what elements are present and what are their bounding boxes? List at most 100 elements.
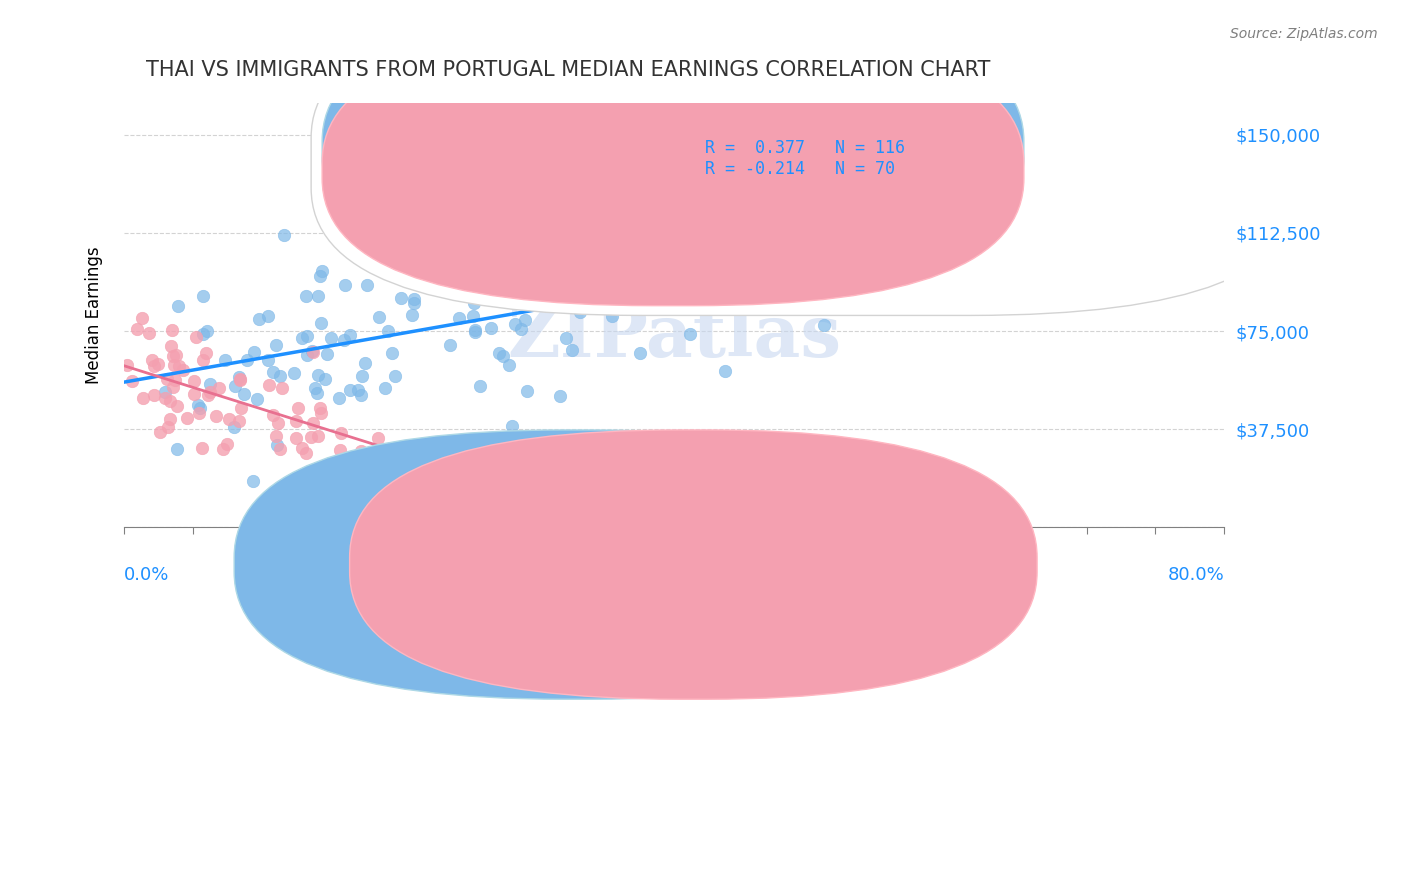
Point	[404, 439, 426, 453]
Y-axis label: Median Earnings: Median Earnings	[86, 246, 103, 384]
Point	[159, 339, 181, 353]
FancyBboxPatch shape	[311, 10, 1301, 316]
Point	[488, 345, 510, 359]
Point	[453, 186, 475, 201]
Point	[498, 358, 520, 372]
FancyBboxPatch shape	[322, 35, 1024, 306]
Point	[228, 371, 250, 385]
Point	[555, 331, 578, 345]
Text: ZIPatlas: ZIPatlas	[508, 301, 841, 372]
Point	[131, 392, 153, 406]
Point	[222, 419, 245, 434]
Point	[333, 278, 356, 293]
Point	[401, 243, 423, 257]
Point	[307, 289, 329, 303]
Point	[305, 385, 328, 400]
Point	[575, 175, 598, 189]
Point	[257, 377, 280, 392]
Point	[197, 388, 219, 402]
Point	[516, 384, 538, 398]
Point	[302, 344, 325, 359]
Point	[517, 215, 540, 229]
Point	[463, 296, 485, 310]
Point	[713, 253, 735, 268]
Point	[330, 425, 353, 440]
Point	[270, 381, 292, 395]
Point	[205, 409, 228, 423]
Point	[311, 316, 333, 330]
Point	[339, 328, 361, 343]
Point	[550, 389, 572, 403]
Point	[389, 291, 412, 305]
Point	[115, 358, 138, 372]
Point	[377, 259, 399, 273]
Point	[160, 323, 183, 337]
Point	[464, 322, 486, 336]
Point	[702, 292, 724, 306]
Point	[350, 388, 373, 402]
Point	[938, 274, 960, 288]
Point	[316, 346, 339, 360]
Point	[451, 285, 474, 300]
Point	[188, 406, 211, 420]
Point	[346, 228, 368, 243]
Point	[146, 357, 169, 371]
Point	[311, 406, 333, 420]
Point	[162, 380, 184, 394]
Point	[262, 408, 284, 422]
Point	[195, 324, 218, 338]
Point	[208, 381, 231, 395]
Point	[191, 441, 214, 455]
Point	[195, 346, 218, 360]
Point	[470, 379, 492, 393]
Point	[214, 352, 236, 367]
Point	[678, 327, 700, 342]
Point	[561, 343, 583, 358]
Point	[631, 228, 654, 243]
Point	[193, 353, 215, 368]
Point	[172, 362, 194, 376]
Point	[167, 299, 190, 313]
Point	[799, 158, 821, 172]
Point	[432, 262, 454, 277]
Point	[156, 372, 179, 386]
Point	[309, 401, 332, 416]
Point	[163, 358, 186, 372]
Point	[155, 391, 177, 405]
Point	[228, 369, 250, 384]
Point	[224, 378, 246, 392]
Point	[159, 412, 181, 426]
Point	[447, 310, 470, 325]
Point	[262, 365, 284, 379]
Point	[328, 391, 350, 405]
Point	[297, 329, 319, 343]
Point	[200, 376, 222, 391]
Point	[813, 318, 835, 333]
Point	[464, 325, 486, 339]
FancyBboxPatch shape	[322, 14, 1024, 285]
Text: Source: ZipAtlas.com: Source: ZipAtlas.com	[1230, 27, 1378, 41]
Point	[285, 431, 308, 445]
Point	[284, 414, 307, 428]
Point	[513, 313, 536, 327]
Point	[229, 401, 252, 415]
Point	[540, 293, 562, 308]
Point	[352, 368, 374, 383]
Point	[329, 443, 352, 458]
Point	[266, 416, 288, 430]
Point	[131, 311, 153, 326]
Point	[737, 250, 759, 264]
Point	[266, 429, 288, 443]
Point	[600, 310, 623, 324]
Text: THAI VS IMMIGRANTS FROM PORTUGAL MEDIAN EARNINGS CORRELATION CHART: THAI VS IMMIGRANTS FROM PORTUGAL MEDIAN …	[146, 60, 990, 79]
Text: 80.0%: 80.0%	[1167, 566, 1225, 583]
Point	[510, 282, 533, 296]
Point	[273, 228, 295, 243]
Point	[350, 443, 373, 458]
Point	[301, 417, 323, 431]
Point	[463, 309, 485, 323]
Point	[218, 411, 240, 425]
Point	[714, 364, 737, 378]
Point	[256, 309, 278, 323]
Text: 0.0%: 0.0%	[124, 566, 170, 583]
